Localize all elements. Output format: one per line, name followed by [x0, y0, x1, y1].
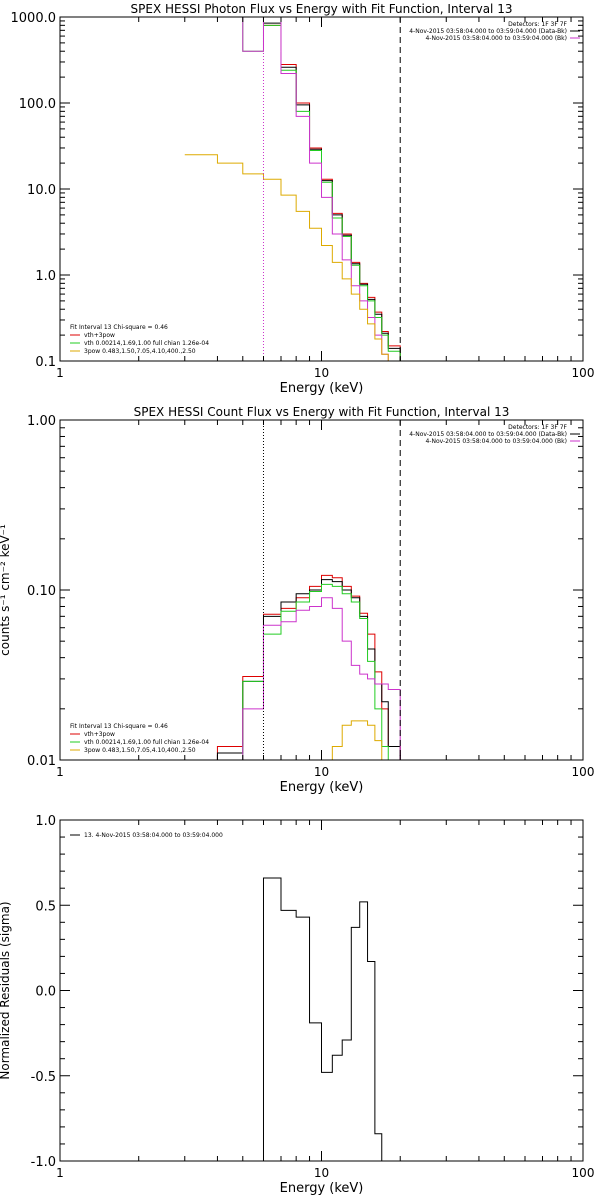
y-tick-label: 0.0	[35, 985, 56, 1000]
y-tick-label: 100.0	[19, 97, 56, 112]
series-line-3	[216, 583, 389, 760]
series-group	[184, 17, 412, 361]
header-line-2: 4-Nov-2015 03:58:04.000 to 03:59:04.000 …	[409, 431, 567, 438]
y-axis-label: Normalized Residuals (sigma)	[0, 901, 12, 1079]
plot-frame	[59, 819, 584, 1162]
x-tick-label: 1	[56, 366, 64, 380]
x-tick-label: 100	[572, 1166, 595, 1180]
legend-entry: 13. 4-Nov-2015 03:58:04.000 to 03:59:04.…	[84, 832, 223, 839]
y-tick-label: 1.0	[35, 814, 56, 829]
header-line-3: 4-Nov-2015 03:58:04.000 to 03:59:04.000 …	[425, 438, 567, 445]
chart-panel-3: 1 10 100 Energy (keV) -1.0 -0.5 0.0 0.5 1.0 Norma…	[0, 814, 594, 1196]
y-tick-label: 1.00	[27, 414, 56, 429]
legend-entry: 3pow 0.483,1.50,7.05,4.10,400.,2.50	[84, 747, 196, 754]
y-tick-label: 10.0	[27, 183, 56, 198]
legend-entry: vth+3pow	[84, 332, 115, 339]
x-axis-label: Energy (keV)	[280, 1181, 364, 1196]
chart-title: SPEX HESSI Count Flux vs Energy with Fit…	[134, 405, 510, 419]
x-axis-label: Energy (keV)	[280, 381, 364, 396]
y-tick-label: 0.1	[35, 355, 56, 370]
header-line-3: 4-Nov-2015 03:58:04.000 to 03:59:04.000 …	[425, 35, 567, 42]
header-line-1: Detectors: 1F 3F 7F	[508, 21, 567, 28]
chart-title: SPEX HESSI Photon Flux vs Energy with Fi…	[131, 2, 513, 16]
y-tick-label: -0.5	[31, 1070, 56, 1085]
chart-panel-2: SPEX HESSI Count Flux vs Energy with Fit…	[0, 405, 594, 795]
x-tick-label: 1	[56, 1166, 64, 1180]
header-line-2: 4-Nov-2015 03:58:04.000 to 03:59:04.000 …	[409, 28, 567, 35]
x-tick-label: 10	[314, 765, 329, 779]
legend-entry: vth+3pow	[84, 731, 115, 738]
series-line-1	[216, 574, 401, 760]
x-axis-label: Energy (keV)	[280, 780, 364, 795]
legend-entry: 3pow 0.483,1.50,7.05,4.10,400.,2.50	[84, 348, 196, 355]
series-line-5	[184, 154, 412, 361]
chart-panel-1: SPEX HESSI Photon Flux vs Energy with Fi…	[11, 2, 595, 396]
x-tick-label: 1	[56, 765, 64, 779]
legend-entry: vth 0.00214,1.69,1.00 full chian 1.26e-0…	[84, 739, 209, 746]
series-line-4	[216, 597, 401, 760]
series-group	[262, 877, 383, 1161]
x-tick-label: 10	[314, 366, 329, 380]
y-tick-label: -1.0	[31, 1155, 56, 1170]
y-tick-label: 0.01	[27, 754, 56, 769]
y-tick-label: 1000.0	[11, 11, 57, 26]
y-tick-label: 1.0	[35, 269, 56, 284]
legend-header: Fit Interval 13 Chi-square = 0.46	[70, 723, 168, 730]
legend-entry: vth 0.00214,1.69,1.00 full chian 1.26e-0…	[84, 340, 209, 347]
y-tick-label: 0.5	[35, 899, 56, 914]
x-tick-label: 100	[572, 765, 595, 779]
x-tick-label: 100	[572, 366, 595, 380]
x-tick-label: 10	[314, 1166, 329, 1180]
header-line-1: Detectors: 1F 3F 7F	[508, 424, 567, 431]
series-line-2	[262, 17, 412, 361]
legend-header: Fit Interval 13 Chi-square = 0.46	[70, 324, 168, 331]
series-line-4	[184, 17, 412, 361]
y-tick-label: 0.10	[27, 584, 56, 599]
series-line-1	[262, 877, 383, 1161]
series-line-3	[184, 17, 412, 361]
series-line-5	[331, 720, 389, 760]
series-group	[216, 574, 401, 760]
y-axis-label: counts s⁻¹ cm⁻² keV⁻¹	[0, 524, 12, 656]
series-line-1	[262, 17, 412, 361]
